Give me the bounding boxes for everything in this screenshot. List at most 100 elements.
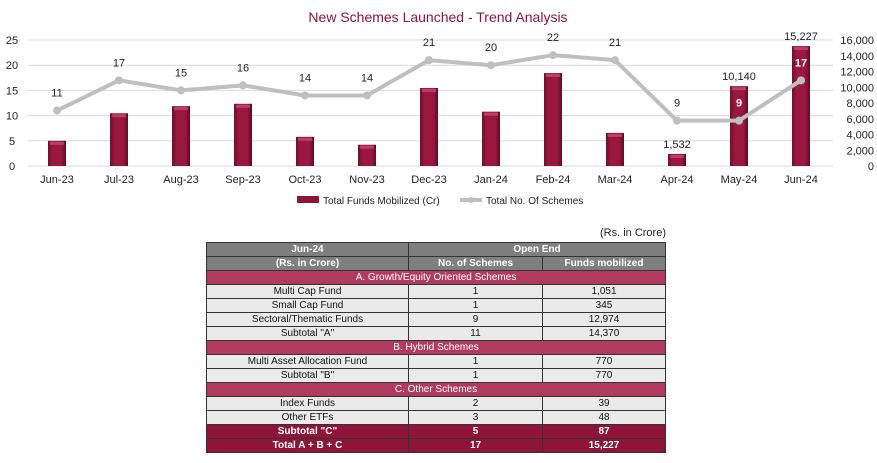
right-axis-tick: 8,000	[846, 98, 874, 110]
table-row-cell: 1	[408, 284, 543, 299]
legend-marker-schemes	[468, 197, 474, 203]
table-row: Multi Cap Fund 1 1,051	[206, 284, 666, 299]
header-open-end: Open End	[408, 242, 666, 257]
table-row-cell: 2	[408, 396, 543, 411]
x-axis-tick: Jun-23	[40, 174, 74, 186]
header-schemes: No. of Schemes	[408, 256, 543, 271]
bar-funds	[296, 136, 314, 166]
line-data-label: 14	[299, 72, 311, 84]
bar-funds	[606, 132, 624, 166]
legend-swatch-funds	[297, 196, 319, 203]
left-axis-tick: 0	[9, 161, 15, 173]
section-header-cell: A. Growth/Equity Oriented Schemes	[206, 270, 666, 285]
table-row-cell: Subtotal "A"	[206, 326, 409, 341]
table-row-cell: Index Funds	[206, 396, 409, 411]
table-row-cell: 14,370	[542, 326, 666, 341]
table-row: Index Funds 2 39	[206, 396, 666, 411]
total-row-cell: 17	[408, 438, 543, 453]
left-axis-tick: 5	[9, 136, 15, 148]
table-row: Small Cap Fund 1 345	[206, 298, 666, 313]
bar-funds	[730, 86, 748, 166]
left-axis-tick: 15	[6, 85, 18, 97]
bar-data-label: 10,140	[722, 71, 756, 83]
line-point	[363, 91, 371, 100]
bar-highlight	[174, 107, 188, 111]
header-month: Jun-24	[206, 242, 409, 257]
line-point	[177, 86, 185, 95]
line-data-label: 16	[237, 62, 249, 74]
legend-label-schemes: Total No. Of Schemes	[486, 196, 583, 207]
table-row-cell: 770	[542, 368, 666, 383]
line-data-label: 20	[485, 42, 497, 54]
line-point	[673, 116, 681, 125]
x-axis-tick: May-24	[721, 174, 758, 186]
x-axis-tick: Mar-24	[598, 174, 633, 186]
bar-funds	[358, 144, 376, 166]
schemes-table: Jun-24 Open End (Rs. in Crore) No. of Sc…	[206, 242, 666, 453]
left-axis-tick: 25	[6, 35, 18, 47]
total-row: Subtotal "C" 5 87	[206, 424, 666, 439]
right-axis-tick: 6,000	[846, 114, 874, 126]
header-unit: (Rs. in Crore)	[206, 256, 409, 271]
bar-funds	[234, 103, 252, 166]
line-data-label: 14	[361, 72, 373, 84]
right-axis-tick: 16,000	[840, 35, 874, 47]
x-axis-tick: Oct-23	[288, 174, 321, 186]
x-axis-tick: Apr-24	[660, 174, 693, 186]
bar-data-label: 15,227	[784, 31, 818, 43]
x-axis-tick: Jun-24	[784, 174, 818, 186]
line-point	[301, 91, 309, 100]
table-row-cell: 1	[408, 368, 543, 383]
line-point	[735, 116, 743, 125]
line-point	[487, 61, 495, 70]
total-row-cell: Subtotal "C"	[206, 424, 409, 439]
table-row: Sectoral/Thematic Funds 9 12,974	[206, 312, 666, 327]
line-point	[611, 56, 619, 65]
x-axis-tick: Dec-23	[411, 174, 446, 186]
total-row-cell: Total A + B + C	[206, 438, 409, 453]
table-row-cell: Subtotal "B"	[206, 368, 409, 383]
line-point	[549, 51, 557, 60]
line-point	[425, 56, 433, 65]
line-data-label: 22	[547, 32, 559, 44]
table-row-cell: 48	[542, 410, 666, 425]
left-axis-tick: 20	[6, 60, 18, 72]
bar-funds	[544, 73, 562, 166]
table-row-cell: 1,051	[542, 284, 666, 299]
line-data-label: 17	[795, 57, 807, 69]
bar-funds	[482, 111, 500, 166]
x-axis-tick: Nov-23	[349, 174, 384, 186]
bar-funds	[172, 106, 190, 166]
bar-highlight	[608, 133, 622, 137]
section-header: B. Hybrid Schemes	[206, 340, 666, 355]
table-row-cell: 9	[408, 312, 543, 327]
table-row-cell: 345	[542, 298, 666, 313]
section-header: C. Other Schemes	[206, 382, 666, 397]
bar-funds	[792, 46, 810, 167]
right-axis-tick: 12,000	[840, 67, 874, 79]
right-axis-tick: 2,000	[846, 145, 874, 157]
table-row: Subtotal "B" 1 770	[206, 368, 666, 383]
line-point	[53, 106, 61, 115]
table-header-row: (Rs. in Crore) No. of Schemes Funds mobi…	[206, 256, 666, 271]
total-row-cell: 87	[542, 424, 666, 439]
line-data-label: 17	[113, 57, 125, 69]
table-row-cell: 3	[408, 410, 543, 425]
line-data-label: 15	[175, 67, 187, 79]
table-row-cell: 1	[408, 354, 543, 369]
right-axis-tick: 14,000	[840, 51, 874, 63]
section-header-cell: C. Other Schemes	[206, 382, 666, 397]
legend-label-funds: Total Funds Mobilized (Cr)	[323, 196, 440, 207]
line-data-label: 21	[423, 37, 435, 49]
left-axis-tick: 10	[6, 111, 18, 123]
bar-highlight	[360, 145, 374, 149]
bar-highlight	[670, 154, 684, 158]
line-point	[239, 81, 247, 90]
table-row: Multi Asset Allocation Fund 1 770	[206, 354, 666, 369]
table-row-cell: Small Cap Fund	[206, 298, 409, 313]
x-axis-tick: Sep-23	[225, 174, 260, 186]
table-row-cell: Other ETFs	[206, 410, 409, 425]
table-row: Subtotal "A" 11 14,370	[206, 326, 666, 341]
table-row-cell: 1	[408, 298, 543, 313]
table-row-cell: 39	[542, 396, 666, 411]
